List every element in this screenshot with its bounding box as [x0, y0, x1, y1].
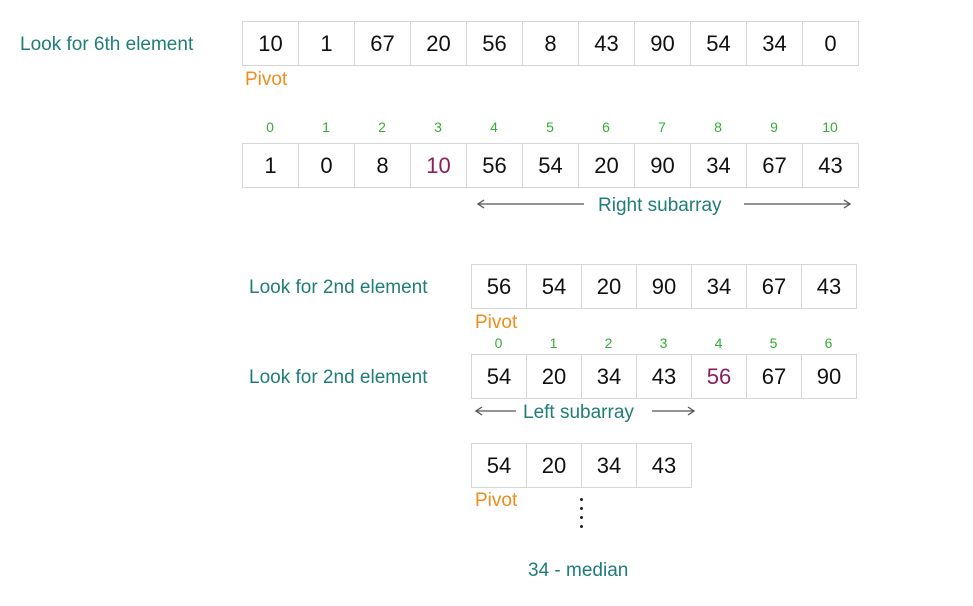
step2-index-row-index: 10 — [822, 119, 838, 135]
step4-array-cell: 67 — [747, 355, 802, 399]
step4-label: Look for 2nd element — [249, 367, 428, 388]
step2-array-cell: 20 — [579, 144, 635, 188]
step2-array-cell: 8 — [355, 144, 411, 188]
step3-array-cell: 90 — [637, 265, 692, 309]
step2-array-cell: 10 — [411, 144, 467, 188]
step1-array-cell: 1 — [299, 22, 355, 66]
step2-array-cell: 56 — [467, 144, 523, 188]
step2-index-row-index: 8 — [714, 119, 722, 135]
step2-index-row-index: 2 — [378, 119, 386, 135]
step4-array-cell: 20 — [527, 355, 582, 399]
step2-index-row: 0 1 2 3 4 5 6 7 8 9 10 — [242, 120, 858, 134]
left-subarray-label: Left subarray — [523, 402, 634, 423]
step4-array-cell: 43 — [637, 355, 692, 399]
step1-array-cell: 34 — [747, 22, 803, 66]
step1-array-cell: 8 — [523, 22, 579, 66]
step5-array: 54 20 34 43 — [471, 443, 692, 488]
left-subarray-left-arrow — [474, 405, 518, 417]
step4-array-cell: 34 — [582, 355, 637, 399]
step1-array-cell: 10 — [243, 22, 299, 66]
step4-index-row-index: 5 — [769, 335, 778, 351]
step3-array-cell: 67 — [747, 265, 802, 309]
right-subarray-label: Right subarray — [598, 195, 722, 216]
step1-array-cell: 90 — [635, 22, 691, 66]
step2-index-row-index: 5 — [546, 119, 554, 135]
step2-array-cell: 34 — [691, 144, 747, 188]
step3-array-cell: 56 — [472, 265, 527, 309]
step1-array-cell: 0 — [803, 22, 859, 66]
continuation-dots — [580, 498, 583, 528]
step4-array-cell: 56 — [692, 355, 747, 399]
step1-array-cell: 56 — [467, 22, 523, 66]
step4-index-row-index: 1 — [549, 335, 558, 351]
step5-array-cell: 20 — [527, 444, 582, 488]
step4-index-row: 0 1 2 3 4 5 6 — [471, 336, 856, 350]
step3-label: Look for 2nd element — [249, 277, 428, 298]
step2-index-row-index: 6 — [602, 119, 610, 135]
step2-index-row-index: 4 — [490, 119, 498, 135]
step1-array: 10 1 67 20 56 8 43 90 54 34 0 — [242, 21, 859, 66]
step1-label: Look for 6th element — [20, 34, 194, 55]
step3-pivot-label: Pivot — [475, 312, 518, 333]
step3-array: 56 54 20 90 34 67 43 — [471, 264, 857, 309]
step2-array-cell: 90 — [635, 144, 691, 188]
step4-index-row-index: 4 — [714, 335, 723, 351]
step2-index-row-index: 7 — [658, 119, 666, 135]
step2-array-cell: 67 — [747, 144, 803, 188]
step1-array-cell: 20 — [411, 22, 467, 66]
step2-index-row-index: 9 — [770, 119, 778, 135]
step5-array-cell: 54 — [472, 444, 527, 488]
step1-array-cell: 67 — [355, 22, 411, 66]
step5-array-cell: 34 — [582, 444, 637, 488]
step2-index-row-index: 0 — [266, 119, 274, 135]
right-subarray-right-arrow — [742, 198, 852, 210]
step5-array-cell: 43 — [637, 444, 692, 488]
step3-array-cell: 43 — [802, 265, 857, 309]
step3-array-cell: 34 — [692, 265, 747, 309]
step4-array-cell: 90 — [802, 355, 857, 399]
step4-array-cell: 54 — [472, 355, 527, 399]
step4-index-row-index: 3 — [659, 335, 668, 351]
step2-index-row-index: 1 — [322, 119, 330, 135]
step4-array: 54 20 34 43 56 67 90 — [471, 354, 857, 399]
step4-index-row-index: 6 — [824, 335, 833, 351]
step1-pivot-label: Pivot — [245, 69, 288, 90]
median-result-label: 34 - median — [528, 560, 629, 581]
right-subarray-left-arrow — [476, 198, 586, 210]
step3-array-cell: 20 — [582, 265, 637, 309]
step2-index-row-index: 3 — [434, 119, 442, 135]
step1-array-cell: 43 — [579, 22, 635, 66]
step2-array-cell: 54 — [523, 144, 579, 188]
step3-array-cell: 54 — [527, 265, 582, 309]
step2-array-cell: 1 — [243, 144, 299, 188]
step5-pivot-label: Pivot — [475, 490, 518, 511]
step2-array-cell: 0 — [299, 144, 355, 188]
step2-array: 1 0 8 10 56 54 20 90 34 67 43 — [242, 143, 859, 188]
step4-index-row-index: 0 — [494, 335, 503, 351]
step4-index-row-index: 2 — [604, 335, 613, 351]
left-subarray-right-arrow — [650, 405, 696, 417]
step2-array-cell: 43 — [803, 144, 859, 188]
step1-array-cell: 54 — [691, 22, 747, 66]
